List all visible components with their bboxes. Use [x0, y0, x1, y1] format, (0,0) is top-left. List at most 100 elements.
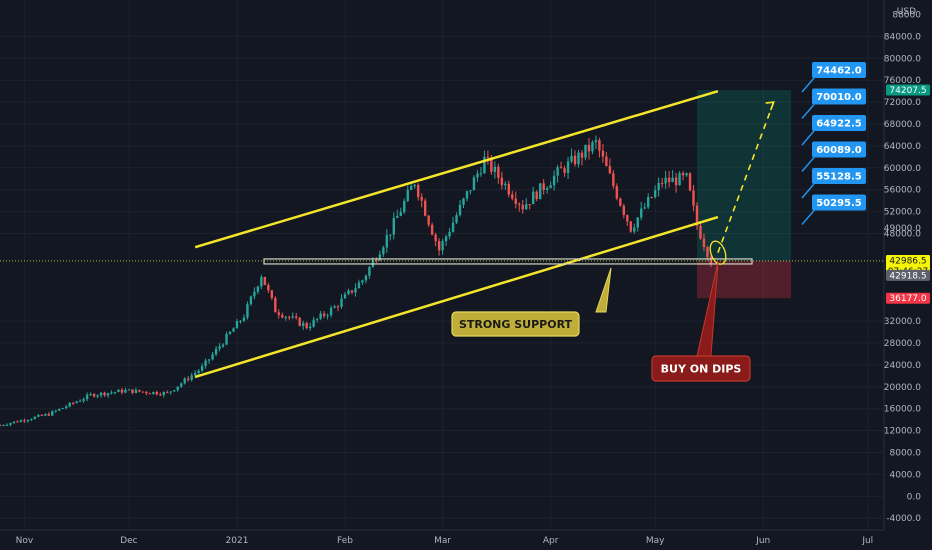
- price-tag-label: 74207.5: [889, 86, 926, 96]
- price-axis[interactable]: 84000.0 80000.0 76000.0 72000.0 68000.0 64000…: [883, 0, 921, 530]
- candle-body: [19, 420, 23, 423]
- candle-body: [361, 280, 364, 283]
- candle-body: [103, 392, 106, 396]
- candle-body: [214, 348, 218, 355]
- candle-body: [315, 318, 319, 320]
- candle-body: [58, 408, 61, 411]
- candle-body: [260, 276, 263, 287]
- strong-support-label: STRONG SUPPORT: [459, 318, 573, 331]
- target-label-box: [812, 115, 866, 131]
- x-tick-label: Jul: [861, 536, 873, 546]
- time-axis[interactable]: Nov Dec 2021 Feb Mar Apr May Jun Jul: [0, 529, 884, 546]
- candle-body: [291, 316, 294, 318]
- y-tick-label: 64000.0: [884, 142, 921, 152]
- candle-body: [396, 215, 399, 219]
- candle-body: [131, 389, 134, 393]
- candle-body: [598, 140, 601, 151]
- candle-body: [96, 395, 99, 397]
- candle-body: [134, 389, 138, 393]
- candle-body: [193, 372, 197, 376]
- candle-body: [270, 290, 274, 298]
- target-pointer: [801, 104, 815, 119]
- currency-label[interactable]: USD: [897, 7, 916, 17]
- candle-body: [601, 150, 605, 157]
- candle-body: [44, 414, 47, 416]
- candle-body: [566, 161, 570, 173]
- candle-body: [535, 191, 538, 200]
- candle-body: [249, 296, 253, 305]
- candle-body: [145, 391, 148, 394]
- candle-body: [239, 320, 242, 322]
- candle-body: [5, 424, 9, 426]
- candle-body: [127, 389, 131, 391]
- buy-on-dips-box: [651, 355, 751, 382]
- candle-body: [347, 290, 350, 295]
- candle-body: [643, 207, 646, 209]
- target-label-box: [812, 194, 866, 211]
- candle-body: [653, 190, 657, 198]
- candle-body: [197, 370, 200, 373]
- candle-body: [486, 156, 490, 158]
- target-label-box: [812, 168, 866, 184]
- price-tag-label: 42918.5: [889, 271, 926, 281]
- candle-body: [186, 378, 190, 380]
- chart-overlay: [0, 101, 884, 265]
- price-tags: 49000.074207.542986.507:46:2742918.53617…: [884, 84, 930, 304]
- y-tick-label: 24000.0: [884, 361, 921, 371]
- candle-body: [636, 217, 639, 228]
- target-pointer: [801, 77, 815, 93]
- y-tick-label: 56000.0: [884, 186, 921, 196]
- candle-body: [612, 173, 615, 186]
- candle-body: [406, 189, 409, 201]
- candle-body: [312, 319, 315, 327]
- candle-body: [267, 284, 270, 291]
- candle-body: [75, 401, 78, 404]
- candle-body: [37, 414, 40, 417]
- candle-body: [368, 267, 371, 276]
- candle-body: [242, 317, 246, 321]
- candle-body: [162, 392, 165, 396]
- candle-body: [298, 317, 301, 326]
- x-tick-label: May: [646, 536, 665, 546]
- target-label: 60089.0: [816, 145, 862, 156]
- candle-body: [399, 211, 402, 216]
- candle-body: [92, 393, 96, 397]
- candle-body: [120, 389, 124, 393]
- candle-body: [16, 421, 19, 423]
- target-label-box: [812, 62, 866, 78]
- candle-body: [253, 291, 256, 297]
- candle-body: [403, 200, 406, 212]
- target-label-box: [812, 88, 866, 105]
- candle-body: [692, 190, 695, 206]
- candle-body: [23, 420, 26, 422]
- y-tick-label: 20000.0: [884, 383, 921, 393]
- candle-body: [706, 246, 709, 258]
- candle-body: [385, 235, 389, 248]
- candle-body: [225, 334, 228, 345]
- candle-body: [200, 366, 204, 371]
- candle-body: [51, 411, 54, 416]
- candle-body: [284, 316, 287, 318]
- candle-body: [61, 407, 64, 409]
- candle-body: [469, 190, 472, 192]
- candle-body: [577, 152, 580, 165]
- candle-body: [173, 390, 176, 392]
- target-label: 50295.5: [816, 198, 862, 209]
- candle-body: [329, 307, 333, 316]
- candle-body: [176, 386, 179, 391]
- strong-support-box: [451, 311, 580, 337]
- candle-body: [518, 203, 521, 206]
- candle-body: [608, 166, 612, 174]
- candle-body: [89, 393, 92, 395]
- candle-body: [511, 194, 514, 199]
- candle-body: [54, 410, 57, 412]
- target-labels: 74462.0 70010.0 64922.5 60089.0 55128.5 50295…: [801, 62, 866, 225]
- candle-body: [295, 316, 298, 318]
- candle-body: [500, 177, 504, 186]
- y-tick-label: 68000.0: [884, 120, 921, 130]
- candle-body: [702, 238, 706, 247]
- candle-body: [110, 392, 113, 394]
- candle-body: [190, 375, 193, 380]
- candle-body: [30, 419, 33, 421]
